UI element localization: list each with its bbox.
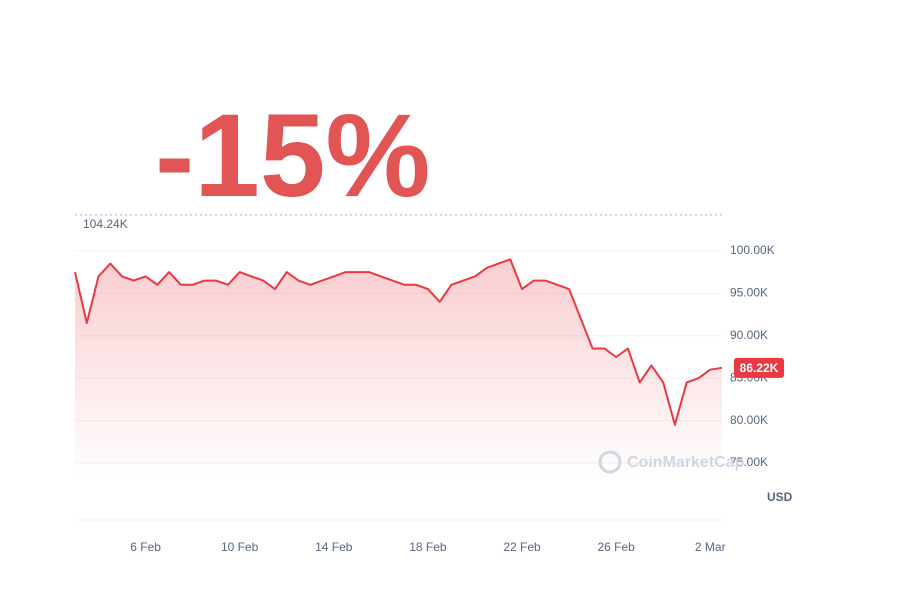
price-line: [74, 258, 723, 426]
x-tick-label: 14 Feb: [315, 540, 353, 554]
current-label: 86.22K: [740, 361, 779, 375]
y-tick-label: 100.00K: [730, 243, 775, 257]
high-label: 104.24K: [83, 217, 128, 231]
y-tick-label: 80.00K: [730, 413, 768, 427]
current-badge: [734, 357, 784, 378]
y-tick-label: 75.00K: [730, 455, 768, 469]
y-tick-label: 90.00K: [730, 328, 768, 342]
headline: -15%: [155, 90, 430, 222]
x-tick-label: 6 Feb: [130, 540, 161, 554]
unit-label: USD: [767, 490, 793, 504]
x-tick-label: 2 Mar: [695, 540, 726, 554]
price-area: [75, 259, 722, 480]
watermark: CoinMarketCap: [627, 454, 745, 471]
x-tick-label: 10 Feb: [221, 540, 259, 554]
x-tick-label: 26 Feb: [597, 540, 635, 554]
y-tick-label: 95.00K: [730, 286, 768, 300]
x-tick-label: 22 Feb: [503, 540, 541, 554]
watermark-logo: [598, 450, 622, 474]
x-tick-label: 18 Feb: [409, 540, 447, 554]
